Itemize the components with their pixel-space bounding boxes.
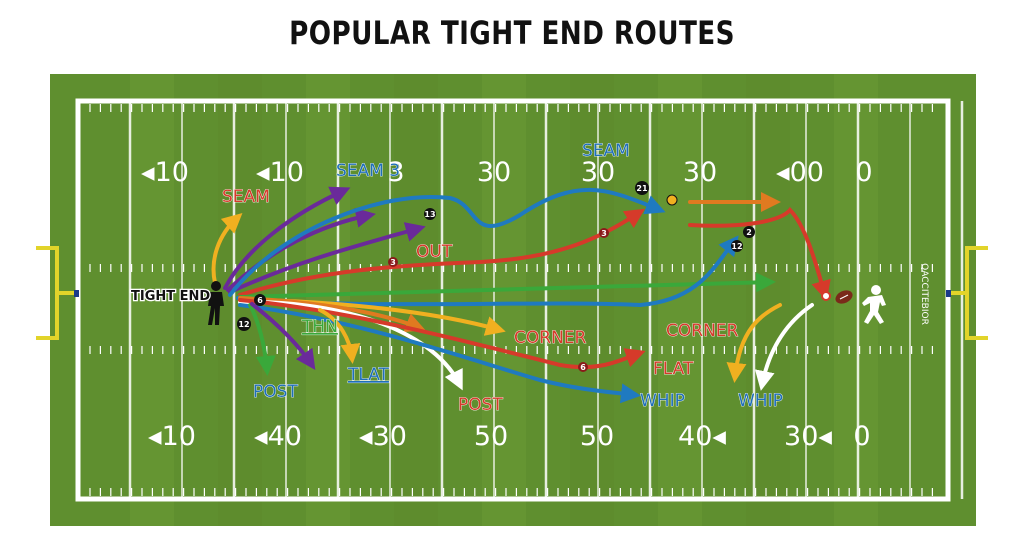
route-white-right (754, 303, 814, 391)
route-red-right (688, 207, 831, 301)
route-orange-1 (238, 296, 426, 333)
route-marker: 21 (635, 181, 649, 195)
football-icon (835, 290, 853, 304)
route-label-whip-mid: WHIP (640, 391, 685, 411)
field-boundary (75, 98, 951, 502)
route-label-post-left: POST (253, 382, 298, 402)
diagram-title: POPULAR TIGHT END ROUTES (289, 14, 735, 52)
lower-yard-number: 30◂ (784, 421, 832, 452)
upper-yard-number: ◂00 (776, 157, 824, 188)
field-stripe (482, 74, 526, 526)
upper-yard-number: 0 (855, 157, 872, 188)
route-red-out (238, 208, 646, 297)
quarterback-icon (862, 285, 886, 324)
route-green-post (248, 303, 276, 376)
route-marker: 3 (388, 257, 398, 267)
route-marker: 6 (254, 294, 266, 306)
svg-text:12: 12 (238, 320, 249, 329)
route-purple-down (250, 302, 316, 370)
route-lines (211, 186, 831, 404)
upper-yard-number: ◂10 (141, 157, 189, 188)
hash-marks (89, 104, 934, 496)
route-purple-3 (228, 222, 426, 294)
upper-yard-number: 3 (387, 157, 404, 188)
route-endpoint (666, 194, 678, 206)
lower-yard-number: 50 (580, 421, 614, 452)
field-stripe (394, 74, 438, 526)
route-label-tlat: TLAT (347, 365, 390, 385)
lower-yard-number: ◂40 (254, 421, 302, 452)
right-goal-marker (946, 290, 951, 297)
lower-yard-number: ◂10 (148, 421, 196, 452)
field-stripe (746, 74, 790, 526)
svg-text:3: 3 (601, 229, 607, 238)
route-marker: 12 (237, 317, 251, 331)
route-yellow-right (726, 303, 782, 383)
route-yellow-tlat (318, 308, 361, 364)
route-blue-mid (238, 303, 641, 404)
route-label-seam-mid: SEAM 3 (336, 161, 400, 181)
route-markers: 13 21 3 3 6 12 2 12 6 (237, 181, 755, 372)
left-goal-marker (74, 290, 79, 297)
route-label-corner-right: CORNER (666, 321, 739, 341)
route-label-seam-top: SEAM (582, 141, 630, 161)
upper-yard-numbers: ◂10 ◂10 3 30 30 30 ◂00 0 (141, 157, 873, 188)
upper-yard-number: 30 (477, 157, 511, 188)
upper-yard-number: 30 (581, 157, 615, 188)
tight-end-label: TIGHT END (131, 289, 210, 304)
route-label-out: OUT (416, 242, 453, 262)
route-endpoint (821, 291, 831, 301)
upper-yard-number: 30 (683, 157, 717, 188)
flat-endpoint (760, 279, 768, 287)
right-goalpost (948, 246, 988, 340)
route-marker: 3 (599, 228, 609, 238)
route-marker: 13 (424, 208, 436, 220)
svg-text:21: 21 (636, 184, 648, 193)
route-blue-long (228, 187, 666, 297)
route-seam-left (211, 212, 243, 285)
field-stripe (306, 74, 350, 526)
route-purple-1 (223, 186, 351, 290)
lower-yard-number: 50 (474, 421, 508, 452)
lower-yard-number: 0 (853, 421, 870, 452)
svg-text:12: 12 (731, 242, 742, 251)
route-label-whip-right: WHIP (738, 391, 783, 411)
svg-text:2: 2 (746, 228, 752, 237)
route-green-flat (238, 272, 776, 299)
route-label-flat: FLAT (653, 359, 694, 379)
route-label-corner-mid: CORNER (514, 328, 587, 348)
field-stripe (130, 74, 174, 526)
route-marker: 6 (578, 362, 588, 372)
svg-text:13: 13 (424, 210, 435, 219)
route-purple-2 (226, 207, 376, 292)
lower-yard-number: ◂30 (359, 421, 407, 452)
route-label-seam-left: SEAM (222, 187, 270, 207)
svg-text:6: 6 (257, 296, 263, 305)
svg-text:6: 6 (580, 363, 586, 372)
route-label-thn: THN (301, 317, 338, 337)
sideline-text: QACCITEBIOR (919, 263, 929, 325)
upper-yard-number: ◂10 (256, 157, 304, 188)
route-marker: 12 (731, 240, 743, 252)
svg-text:3: 3 (390, 258, 396, 267)
tight-end-player-icon (208, 281, 224, 325)
route-label-post-mid: POST (458, 395, 503, 415)
lower-yard-numbers: ◂10 ◂40 ◂30 50 50 40◂ 30◂ 0 (148, 421, 871, 452)
route-labels: SEAM SEAM 3 SEAM OUT THN TLAT POST CORNE… (222, 141, 784, 416)
field-stripe (570, 74, 614, 526)
route-marker: 2 (743, 226, 755, 238)
lower-yard-number: 40◂ (678, 421, 726, 452)
